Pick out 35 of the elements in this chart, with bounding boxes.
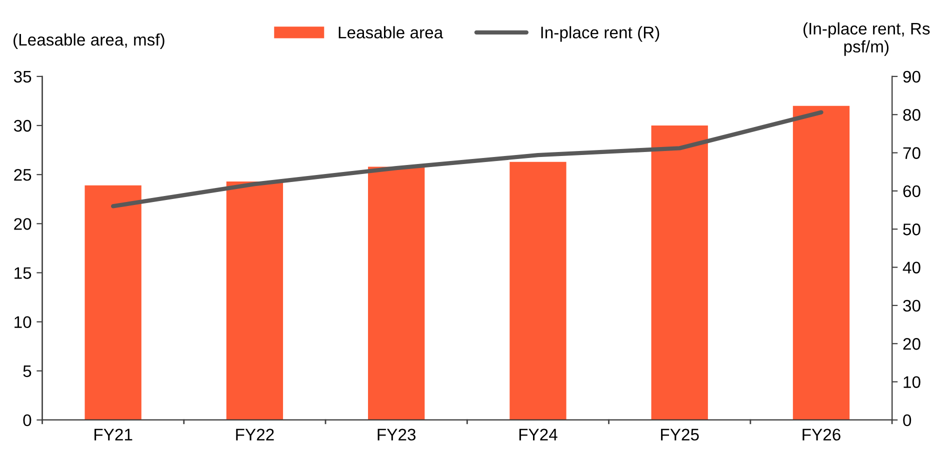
x-tick-label: FY21	[94, 428, 132, 440]
bar	[510, 162, 566, 420]
bar	[84, 185, 142, 420]
y2-tick-label: 80	[903, 109, 920, 121]
bar	[226, 181, 284, 420]
y2-tick-label: 30	[903, 300, 920, 312]
y2-axis-title: (In-place rent, Rs psf/m)	[804, 22, 930, 56]
line-series	[110, 110, 824, 208]
x-tick-label: FY23	[378, 428, 416, 441]
y-tick-label: 0	[23, 414, 32, 426]
x-tick-label: FY25	[661, 428, 699, 441]
y-tick-label: 5	[23, 365, 32, 378]
x-tick-label: FY24	[519, 428, 558, 440]
y-tick-label: 35	[14, 70, 32, 83]
bar	[368, 166, 425, 420]
y-axis-title: (Leasable area, msf)	[14, 33, 164, 49]
bar	[792, 106, 850, 420]
legend-label: In-place rent (R)	[541, 26, 660, 42]
legend-label: Leasable area	[338, 26, 444, 38]
x-tick-label: FY26	[802, 428, 840, 441]
x-tick-label: FY22	[236, 428, 274, 440]
y2-tick-label: 10	[904, 376, 920, 388]
y-tick-label: 10	[14, 316, 32, 328]
y-tick-label: 20	[14, 218, 32, 230]
y2-tick-label: 20	[903, 338, 920, 350]
y-tick-label: 25	[14, 168, 32, 181]
y2-tick-label: 70	[903, 147, 920, 159]
y2-tick-label: 90	[903, 70, 920, 83]
y-tick-label: 15	[14, 267, 32, 279]
y2-tick-label: 60	[903, 185, 920, 198]
y2-tick-label: 0	[903, 414, 912, 426]
bar	[651, 126, 708, 420]
y2-tick-label: 50	[903, 224, 920, 236]
y2-tick-label: 40	[902, 262, 920, 274]
y-tick-label: 30	[14, 120, 32, 132]
